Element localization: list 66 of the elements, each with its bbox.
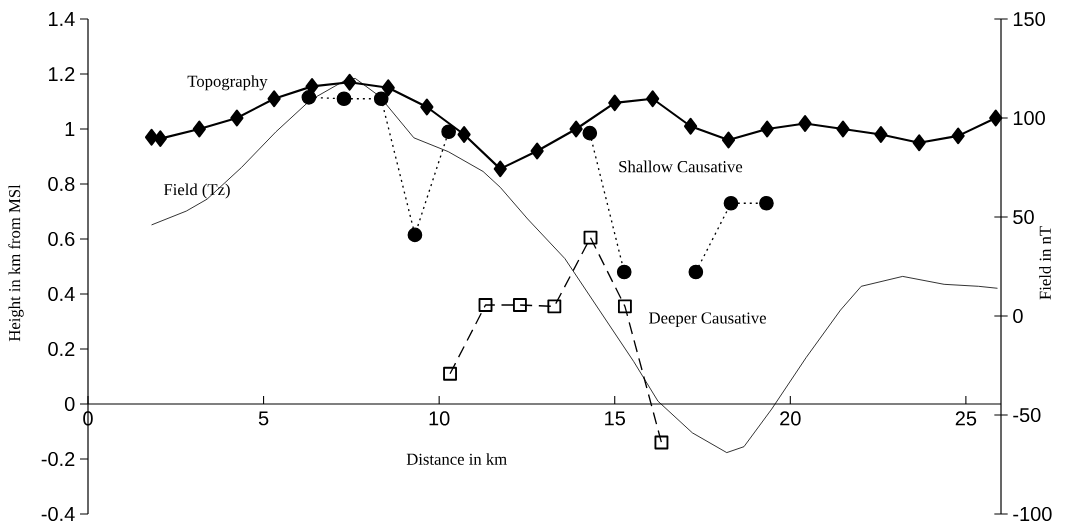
series-label: Deeper Causative (649, 312, 766, 328)
point (798, 115, 812, 132)
point (153, 130, 167, 148)
point (530, 142, 544, 160)
y-tick-label: 1.2 (49, 67, 75, 81)
point (874, 126, 888, 143)
y2-tick-label: -50 (1013, 407, 1041, 423)
point (721, 131, 736, 149)
point (547, 299, 562, 314)
y-tick-label: 1.4 (49, 12, 75, 26)
point (836, 120, 850, 138)
point (267, 90, 281, 108)
series-label: Field (Tz) (163, 183, 230, 199)
y-tick-label: 0.4 (48, 286, 75, 302)
y2-tick-label: 50 (1013, 209, 1034, 225)
point (381, 79, 395, 97)
point (478, 298, 493, 312)
point (407, 227, 423, 243)
x-tick-label: 10 (429, 411, 450, 426)
point (305, 77, 319, 95)
y2-tick-label: -100 (1013, 506, 1052, 522)
point (192, 120, 206, 138)
y-tick-label: 0.8 (48, 176, 75, 192)
series-label: Shallow Causative (619, 160, 743, 173)
point (912, 134, 926, 152)
point (230, 109, 244, 127)
point (569, 120, 583, 138)
point (443, 366, 457, 381)
point (951, 127, 965, 145)
point (617, 299, 632, 314)
y-tick-label: 0.6 (48, 231, 75, 247)
point (144, 128, 159, 146)
point (583, 230, 598, 245)
x-tick-label: 20 (780, 411, 801, 426)
point (457, 126, 471, 143)
point (688, 264, 704, 280)
y-axis-title: Height in km from MSl (8, 184, 24, 342)
point (512, 298, 527, 312)
point (493, 160, 507, 178)
x-tick-label: 5 (258, 411, 269, 426)
point (616, 264, 632, 280)
point (441, 124, 456, 140)
y2-tick-label: 100 (1013, 110, 1045, 126)
y2-tick-label: 0 (1013, 308, 1023, 324)
point (759, 195, 774, 211)
point (760, 120, 774, 138)
y2-axis-title: Field in nT (1039, 226, 1051, 300)
y-tick-label: 1 (65, 122, 75, 136)
x-tick-label: 15 (605, 411, 626, 426)
point (608, 94, 622, 112)
y-tick-label: 0.2 (48, 341, 75, 357)
series-label: Topography (187, 75, 268, 91)
point (582, 125, 598, 141)
point (646, 90, 660, 108)
point (343, 73, 357, 91)
y2-tick-label: 150 (1013, 11, 1045, 27)
point (684, 117, 698, 135)
point (723, 195, 739, 211)
x-axis-title: Distance in km (406, 453, 507, 465)
y-tick-label: 0 (64, 396, 75, 412)
point (336, 91, 352, 107)
y-tick-label: -0.4 (41, 506, 75, 522)
point (654, 435, 669, 450)
x-tick-label: 25 (955, 411, 977, 426)
point (420, 98, 434, 116)
y-tick-label: -0.2 (41, 451, 75, 467)
